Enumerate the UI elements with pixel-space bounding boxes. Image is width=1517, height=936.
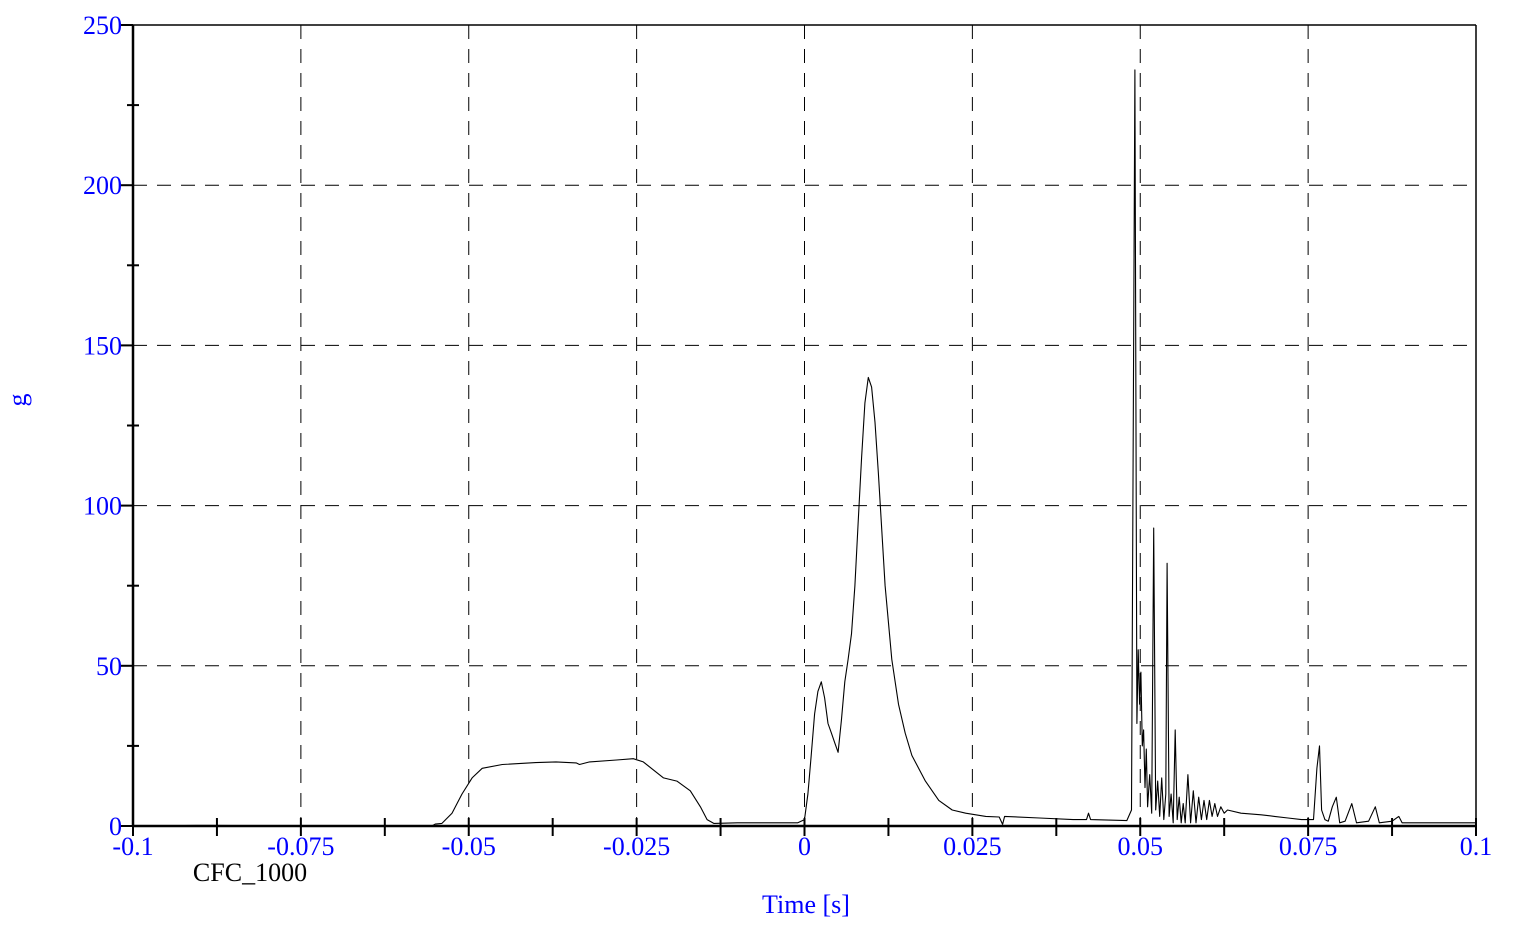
series-line bbox=[132, 69, 1476, 827]
axes bbox=[121, 24, 1477, 836]
x-tick-label: 0.075 bbox=[1279, 832, 1338, 861]
x-tick-label: -0.05 bbox=[442, 832, 496, 861]
x-tick-label: -0.025 bbox=[603, 832, 670, 861]
x-tick-label: -0.075 bbox=[267, 832, 334, 861]
tick-labels: -0.1 -0.075 -0.05 -0.025 0 0.025 0.05 0.075 0.1 0… bbox=[83, 11, 1492, 861]
y-tick-label: 150 bbox=[83, 331, 122, 360]
y-axis-title: g bbox=[3, 394, 32, 407]
x-tick-label: 0.05 bbox=[1118, 832, 1164, 861]
x-tick-label: 0.1 bbox=[1460, 832, 1493, 861]
y-tick-label: 200 bbox=[83, 171, 122, 200]
y-tick-label: 250 bbox=[83, 11, 122, 40]
x-axis-title: Time [s] bbox=[762, 890, 850, 919]
x-tick-label: -0.1 bbox=[112, 832, 153, 861]
series-layer bbox=[132, 69, 1476, 827]
x-tick-label: 0.025 bbox=[943, 832, 1002, 861]
gridlines bbox=[133, 25, 1476, 826]
y-tick-label: 0 bbox=[109, 812, 122, 841]
y-tick-label: 100 bbox=[83, 492, 122, 521]
annotation-label: CFC_1000 bbox=[193, 858, 307, 887]
x-tick-label: 0 bbox=[798, 832, 811, 861]
y-tick-label: 50 bbox=[96, 652, 122, 681]
